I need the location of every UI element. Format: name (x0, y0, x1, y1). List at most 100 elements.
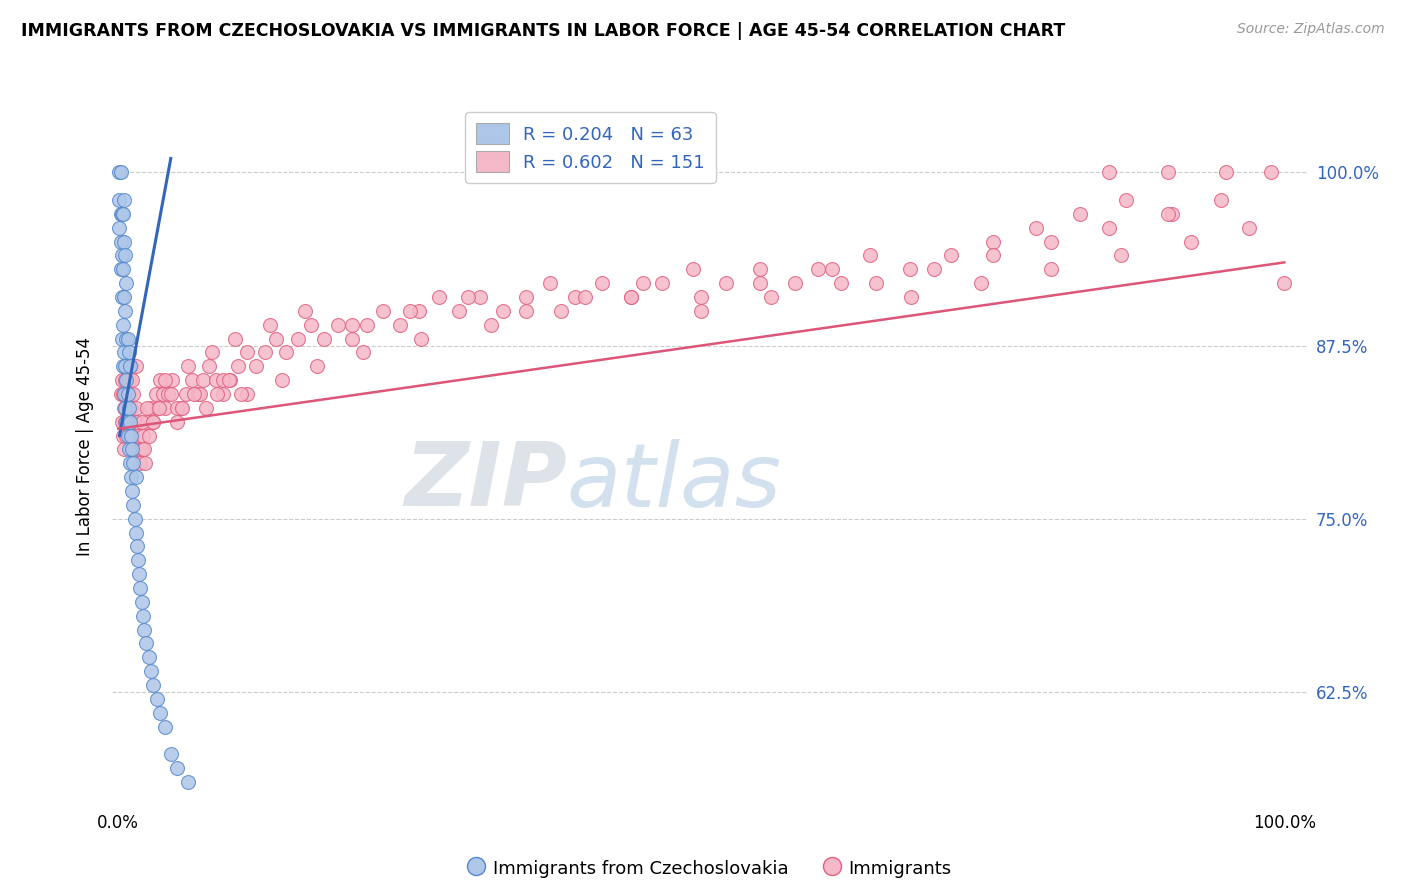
Point (142, 678, 165, 692)
Point (807, 262, 830, 277)
Point (538, 276, 561, 290)
Point (714, 276, 737, 290)
Point (1180, 235, 1202, 249)
Point (117, 428, 139, 442)
Point (121, 442, 143, 457)
Point (276, 345, 298, 359)
Point (108, 193, 131, 207)
Point (117, 387, 139, 401)
Point (127, 553, 149, 567)
Point (172, 401, 194, 415)
Point (821, 262, 844, 277)
Point (1272, 276, 1295, 290)
Point (110, 165, 132, 179)
Point (188, 387, 211, 401)
Point (294, 304, 316, 318)
Point (159, 747, 181, 762)
Point (146, 401, 169, 415)
Point (591, 276, 613, 290)
Point (229, 387, 252, 401)
Point (122, 387, 145, 401)
Point (125, 540, 148, 554)
Point (859, 248, 882, 262)
Legend: Immigrants from Czechoslovakia, Immigrants: Immigrants from Czechoslovakia, Immigran… (463, 851, 957, 885)
Point (110, 207, 132, 221)
Point (136, 415, 159, 429)
Point (218, 373, 240, 387)
Point (1098, 220, 1121, 235)
Point (924, 262, 946, 277)
Point (690, 290, 713, 304)
Point (305, 359, 328, 374)
Point (111, 207, 134, 221)
Point (110, 387, 132, 401)
Point (114, 359, 136, 374)
Point (198, 359, 221, 374)
Point (129, 456, 152, 470)
Point (682, 262, 704, 277)
Point (166, 761, 188, 775)
Point (166, 415, 188, 429)
Point (174, 387, 197, 401)
Point (1156, 165, 1178, 179)
Point (118, 442, 141, 457)
Point (1239, 220, 1261, 235)
Point (118, 415, 141, 429)
Point (117, 332, 139, 346)
Point (620, 290, 643, 304)
Point (177, 359, 200, 374)
Point (690, 304, 713, 318)
Point (411, 332, 433, 346)
Point (114, 415, 136, 429)
Point (492, 304, 515, 318)
Point (115, 387, 138, 401)
Point (157, 387, 180, 401)
Point (149, 706, 172, 720)
Point (264, 332, 287, 346)
Point (340, 318, 363, 332)
Point (114, 304, 136, 318)
Point (112, 290, 135, 304)
Point (115, 428, 138, 442)
Point (159, 387, 181, 401)
Point (131, 415, 153, 429)
Point (457, 290, 479, 304)
Point (120, 359, 142, 374)
Point (132, 428, 155, 442)
Point (981, 235, 1004, 249)
Point (515, 304, 537, 318)
Y-axis label: In Labor Force | Age 45-54: In Labor Force | Age 45-54 (76, 336, 94, 556)
Point (118, 345, 141, 359)
Point (427, 290, 450, 304)
Point (748, 262, 770, 277)
Point (125, 470, 148, 484)
Point (111, 248, 134, 262)
Text: Source: ZipAtlas.com: Source: ZipAtlas.com (1237, 22, 1385, 37)
Point (194, 401, 217, 415)
Point (783, 276, 806, 290)
Point (111, 428, 134, 442)
Point (108, 220, 131, 235)
Point (287, 332, 309, 346)
Point (564, 290, 586, 304)
Point (153, 401, 176, 415)
Point (112, 387, 135, 401)
Point (371, 304, 394, 318)
Point (136, 401, 159, 415)
Text: ZIP: ZIP (404, 438, 567, 525)
Point (1260, 165, 1282, 179)
Point (114, 401, 136, 415)
Point (1040, 235, 1063, 249)
Point (121, 415, 143, 429)
Point (134, 456, 156, 470)
Point (122, 498, 145, 512)
Point (114, 373, 136, 387)
Point (166, 401, 188, 415)
Point (1040, 262, 1063, 277)
Text: atlas: atlas (567, 439, 782, 524)
Point (108, 165, 131, 179)
Point (235, 387, 257, 401)
Point (160, 373, 183, 387)
Point (299, 318, 322, 332)
Point (1161, 207, 1184, 221)
